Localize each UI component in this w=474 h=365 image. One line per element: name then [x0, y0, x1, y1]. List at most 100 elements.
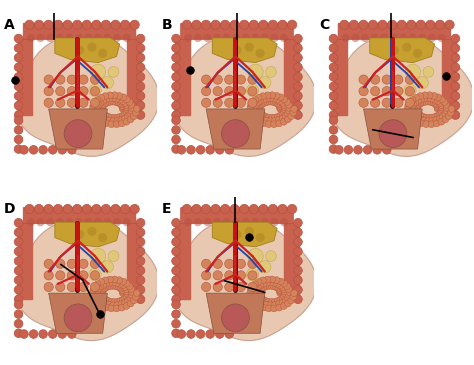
Circle shape [118, 101, 124, 108]
Circle shape [55, 98, 65, 107]
Circle shape [88, 43, 96, 51]
Circle shape [124, 291, 131, 297]
Circle shape [172, 145, 180, 153]
Circle shape [89, 84, 101, 97]
Circle shape [371, 87, 380, 96]
Circle shape [445, 113, 452, 120]
Circle shape [107, 283, 113, 289]
Circle shape [405, 64, 421, 80]
Circle shape [252, 294, 259, 300]
Circle shape [187, 146, 195, 154]
Circle shape [256, 107, 263, 114]
Circle shape [63, 20, 73, 30]
Circle shape [410, 116, 416, 123]
Circle shape [110, 118, 117, 124]
Circle shape [125, 297, 131, 304]
Circle shape [405, 103, 411, 110]
Circle shape [251, 291, 258, 298]
Circle shape [89, 290, 96, 297]
Circle shape [111, 283, 118, 289]
Circle shape [89, 268, 101, 281]
Circle shape [418, 34, 427, 42]
Circle shape [172, 247, 180, 256]
Circle shape [420, 117, 428, 124]
Circle shape [97, 99, 104, 106]
Circle shape [91, 271, 100, 280]
Circle shape [371, 75, 380, 84]
Circle shape [94, 281, 101, 288]
Circle shape [133, 105, 140, 112]
Circle shape [99, 299, 106, 305]
Circle shape [79, 75, 88, 84]
Circle shape [409, 107, 416, 114]
Circle shape [55, 75, 65, 84]
Circle shape [257, 97, 264, 104]
Circle shape [284, 111, 291, 117]
Circle shape [269, 276, 275, 283]
Circle shape [108, 305, 115, 312]
Circle shape [409, 104, 416, 111]
Circle shape [119, 290, 126, 296]
Circle shape [282, 288, 288, 295]
Circle shape [172, 238, 180, 246]
Circle shape [55, 87, 65, 96]
Circle shape [55, 259, 65, 268]
Circle shape [79, 87, 88, 96]
Circle shape [95, 110, 101, 116]
Circle shape [429, 118, 436, 124]
Circle shape [275, 285, 282, 292]
Circle shape [418, 120, 425, 127]
Circle shape [122, 284, 128, 291]
Circle shape [128, 104, 136, 111]
Circle shape [100, 111, 108, 118]
Circle shape [423, 121, 429, 128]
Circle shape [14, 295, 23, 304]
Circle shape [371, 98, 380, 107]
Circle shape [220, 204, 230, 214]
Circle shape [252, 281, 258, 288]
Circle shape [286, 104, 293, 111]
FancyBboxPatch shape [181, 23, 293, 39]
Circle shape [111, 276, 118, 283]
Circle shape [123, 118, 130, 125]
Circle shape [414, 109, 421, 116]
Circle shape [118, 103, 126, 109]
Circle shape [236, 87, 246, 96]
Circle shape [249, 99, 256, 106]
Circle shape [260, 100, 266, 107]
Circle shape [108, 251, 119, 261]
Circle shape [294, 63, 302, 72]
Circle shape [108, 299, 115, 305]
Circle shape [279, 284, 286, 291]
Circle shape [276, 120, 283, 127]
Circle shape [102, 277, 109, 284]
Circle shape [194, 34, 202, 42]
Circle shape [263, 301, 270, 308]
Circle shape [136, 73, 145, 81]
Circle shape [265, 299, 272, 305]
Circle shape [349, 20, 358, 30]
Circle shape [136, 34, 145, 43]
Circle shape [433, 120, 440, 127]
Circle shape [98, 94, 105, 101]
Circle shape [14, 310, 23, 318]
Circle shape [116, 277, 123, 284]
Circle shape [102, 116, 109, 123]
Circle shape [252, 288, 258, 295]
Circle shape [92, 204, 101, 214]
Circle shape [242, 218, 250, 226]
Circle shape [255, 99, 261, 106]
Circle shape [101, 20, 110, 30]
Circle shape [416, 20, 426, 30]
Circle shape [270, 34, 279, 42]
Circle shape [99, 288, 106, 294]
Circle shape [415, 101, 422, 108]
Circle shape [439, 106, 446, 113]
Circle shape [256, 50, 264, 57]
Circle shape [416, 77, 428, 89]
Circle shape [27, 34, 35, 42]
Circle shape [44, 75, 53, 84]
Circle shape [438, 108, 445, 115]
Circle shape [172, 44, 180, 53]
Circle shape [288, 113, 295, 120]
